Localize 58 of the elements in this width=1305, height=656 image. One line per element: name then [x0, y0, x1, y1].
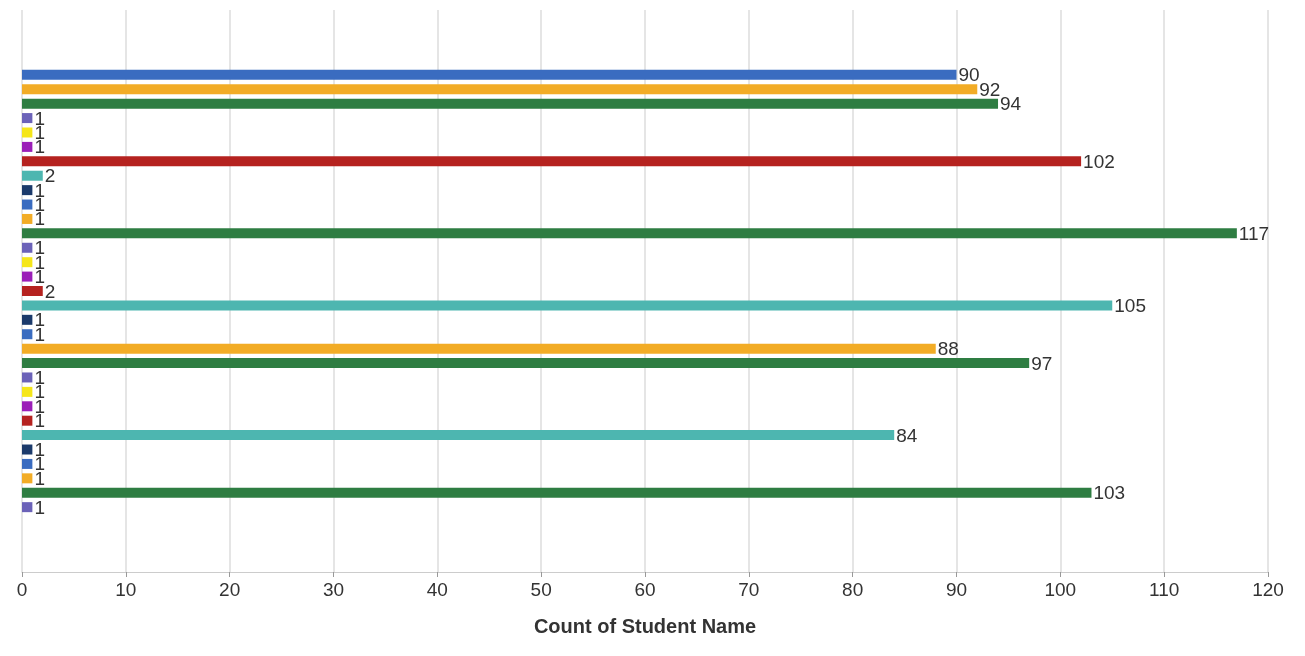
data-label: 84 [896, 424, 918, 446]
bar [22, 242, 33, 253]
bar [22, 473, 33, 484]
bar [22, 156, 1082, 167]
bar [22, 213, 33, 224]
data-label: 102 [1083, 150, 1115, 172]
x-tick-label: 0 [16, 579, 28, 600]
x-tick-label: 50 [530, 579, 552, 600]
bar [22, 257, 33, 268]
bar [22, 502, 33, 513]
bar [22, 113, 33, 124]
data-label: 2 [44, 165, 56, 187]
bar [22, 430, 895, 441]
x-tick-label: 110 [1149, 579, 1180, 600]
bar [22, 329, 33, 340]
bar [22, 271, 33, 282]
bar [22, 98, 999, 109]
bar [22, 84, 978, 95]
x-tick-label: 120 [1252, 579, 1284, 600]
x-tick-label: 30 [322, 579, 345, 600]
data-label: 2 [44, 280, 56, 302]
x-tick-label: 10 [115, 579, 137, 600]
data-label: 88 [937, 338, 959, 360]
data-label: 103 [1093, 482, 1126, 504]
bar [22, 415, 33, 426]
data-label: 105 [1114, 294, 1146, 316]
x-tick-label: 70 [738, 579, 760, 600]
x-tick-label: 40 [426, 579, 448, 600]
x-tick-label: 90 [945, 579, 968, 600]
bar [22, 401, 33, 412]
x-axis-title: Count of Student Name [533, 615, 757, 637]
bar [22, 358, 1030, 369]
bar [22, 199, 33, 210]
data-label: 92 [979, 78, 1001, 100]
bar [22, 69, 957, 80]
bar [22, 458, 33, 469]
bar [22, 444, 33, 455]
bar [22, 300, 1113, 311]
x-tick-label: 20 [219, 579, 241, 600]
bar [22, 372, 33, 383]
bar [22, 314, 33, 325]
data-label: 117 [1238, 222, 1270, 244]
data-label: 1 [34, 496, 45, 518]
bar [22, 386, 33, 397]
bar [22, 343, 936, 354]
bar [22, 170, 43, 181]
bar [22, 185, 33, 196]
x-tick-label: 80 [842, 579, 864, 600]
bar [22, 127, 33, 138]
data-label: 97 [1031, 352, 1053, 374]
bar [22, 487, 1092, 498]
x-tick-label: 60 [634, 579, 656, 600]
x-tick-label: 100 [1044, 579, 1077, 600]
bar [22, 228, 1237, 239]
data-label: 94 [1000, 93, 1022, 115]
bar [22, 141, 33, 152]
bar [22, 286, 43, 296]
data-label: 90 [958, 64, 980, 86]
